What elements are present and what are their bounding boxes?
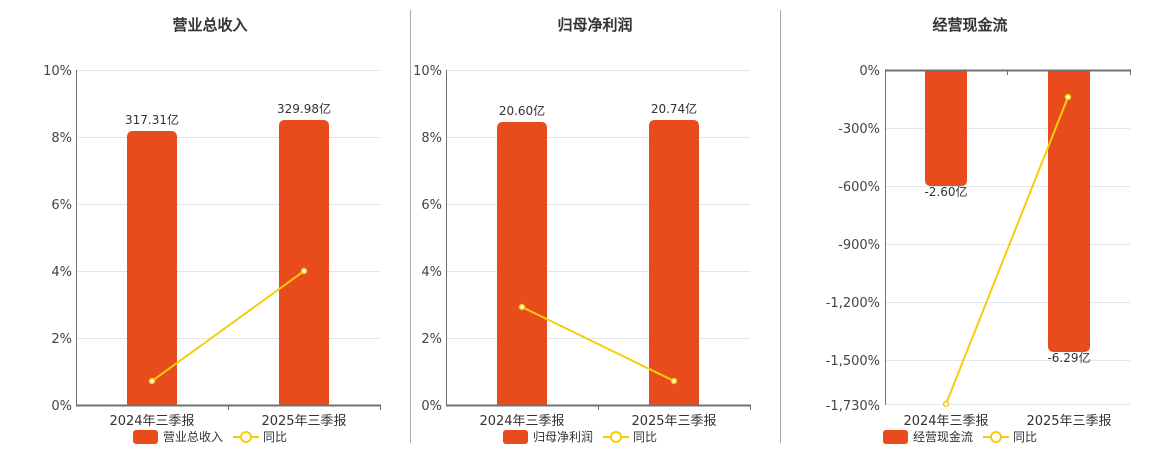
legend-line-icon[interactable] (603, 430, 630, 444)
bars (925, 70, 1090, 352)
svg-text:0%: 0% (421, 399, 442, 414)
bar-labels: 317.31亿 329.98亿 (125, 101, 331, 127)
svg-text:2025年三季报: 2025年三季报 (261, 414, 346, 429)
y-axis-labels: 0% -300% -600% -900% -1,200% -1,500% -1,… (826, 64, 880, 414)
svg-text:-1,730%: -1,730% (826, 399, 880, 414)
panel-divider (780, 10, 781, 443)
y-axis-labels: 10% 8% 6% 4% 2% 0% (43, 64, 72, 414)
gridlines (447, 70, 750, 339)
chart-title: 营业总收入 (172, 16, 248, 34)
bar-2025 (279, 120, 329, 405)
legend-bar-label[interactable]: 营业总收入 (163, 430, 224, 444)
bar-2025 (649, 120, 699, 405)
legend-line-label[interactable]: 同比 (633, 430, 658, 444)
x-axis-labels: 2024年三季报 2025年三季报 (479, 414, 716, 429)
legend-bar-swatch[interactable] (883, 429, 908, 444)
svg-text:2%: 2% (421, 332, 442, 347)
svg-text:6%: 6% (421, 198, 442, 213)
chart-plot: 10% 8% 6% 4% 2% 0% 20.60亿 20.74亿 2024年三季… (413, 64, 751, 429)
svg-text:2024年三季报: 2024年三季报 (109, 414, 194, 429)
yoy-line (148, 267, 308, 385)
legend-bar-label[interactable]: 归母净利润 (533, 430, 594, 444)
svg-text:6%: 6% (51, 198, 72, 213)
y-axis-labels: 10% 8% 6% 4% 2% 0% (413, 64, 442, 414)
bar-2025 (1048, 70, 1090, 352)
chart-title: 经营现金流 (932, 16, 1008, 34)
gridlines (77, 70, 380, 339)
svg-text:317.31亿: 317.31亿 (125, 112, 179, 127)
svg-text:10%: 10% (413, 64, 442, 79)
legend-bar-label[interactable]: 经营现金流 (913, 430, 974, 444)
svg-text:2025年三季报: 2025年三季报 (631, 414, 716, 429)
svg-text:-2.60亿: -2.60亿 (924, 184, 967, 199)
panel-divider (410, 10, 411, 443)
chart-panel-operating-cashflow: 经营现金流 0% -300% -600% -900% -1,200% -1,50… (780, 0, 1160, 450)
chart-plot: 10% 8% 6% 4% 2% 0% 317.31亿 329.98亿 2024年… (43, 64, 381, 429)
gridlines (886, 128, 1130, 405)
svg-text:-6.29亿: -6.29亿 (1047, 350, 1090, 365)
svg-text:329.98亿: 329.98亿 (277, 101, 331, 116)
chart-panel-net-profit: 归母净利润 10% 8% 6% 4% 2% 0% 20.60亿 20.74亿 (410, 0, 780, 450)
legend-bar-swatch[interactable] (503, 429, 528, 444)
bars (497, 120, 699, 405)
svg-text:20.74亿: 20.74亿 (651, 101, 697, 116)
yoy-line (518, 303, 678, 385)
legend-line-icon[interactable] (983, 430, 1010, 444)
svg-text:-600%: -600% (838, 180, 880, 195)
svg-text:2025年三季报: 2025年三季报 (1026, 414, 1111, 429)
legend-line-icon[interactable] (233, 430, 260, 444)
bar-2024 (925, 70, 967, 186)
svg-text:-900%: -900% (838, 238, 880, 253)
chart-title: 归母净利润 (557, 16, 633, 34)
bars (127, 120, 329, 405)
bar-labels: 20.60亿 20.74亿 (499, 101, 697, 118)
svg-text:-300%: -300% (838, 122, 880, 137)
svg-text:0%: 0% (859, 64, 880, 79)
bar-labels: -2.60亿 -6.29亿 (924, 184, 1090, 365)
svg-text:20.60亿: 20.60亿 (499, 103, 545, 118)
svg-text:4%: 4% (51, 265, 72, 280)
yoy-line (942, 93, 1072, 408)
legend[interactable]: 营业总收入 同比 (133, 428, 287, 445)
chart-panel-revenue: 营业总收入 10% 8% 6% 4% 2% 0% 317.31亿 329.98亿 (0, 0, 410, 450)
legend[interactable]: 经营现金流 同比 (883, 428, 1037, 445)
svg-text:2024年三季报: 2024年三季报 (479, 414, 564, 429)
svg-text:2024年三季报: 2024年三季报 (903, 414, 988, 429)
legend-line-label[interactable]: 同比 (1013, 430, 1038, 444)
bar-2024 (127, 131, 177, 405)
x-axis-labels: 2024年三季报 2025年三季报 (903, 414, 1111, 429)
svg-text:8%: 8% (421, 131, 442, 146)
svg-text:0%: 0% (51, 399, 72, 414)
svg-text:10%: 10% (43, 64, 72, 79)
bar-2024 (497, 122, 547, 405)
svg-text:8%: 8% (51, 131, 72, 146)
legend-bar-swatch[interactable] (133, 429, 158, 444)
chart-plot: 0% -300% -600% -900% -1,200% -1,500% -1,… (826, 64, 1131, 429)
legend-line-label[interactable]: 同比 (263, 430, 288, 444)
svg-text:4%: 4% (421, 265, 442, 280)
x-axis-labels: 2024年三季报 2025年三季报 (109, 414, 346, 429)
svg-text:-1,200%: -1,200% (826, 296, 880, 311)
svg-text:2%: 2% (51, 332, 72, 347)
svg-text:-1,500%: -1,500% (826, 354, 880, 369)
legend[interactable]: 归母净利润 同比 (503, 428, 657, 445)
